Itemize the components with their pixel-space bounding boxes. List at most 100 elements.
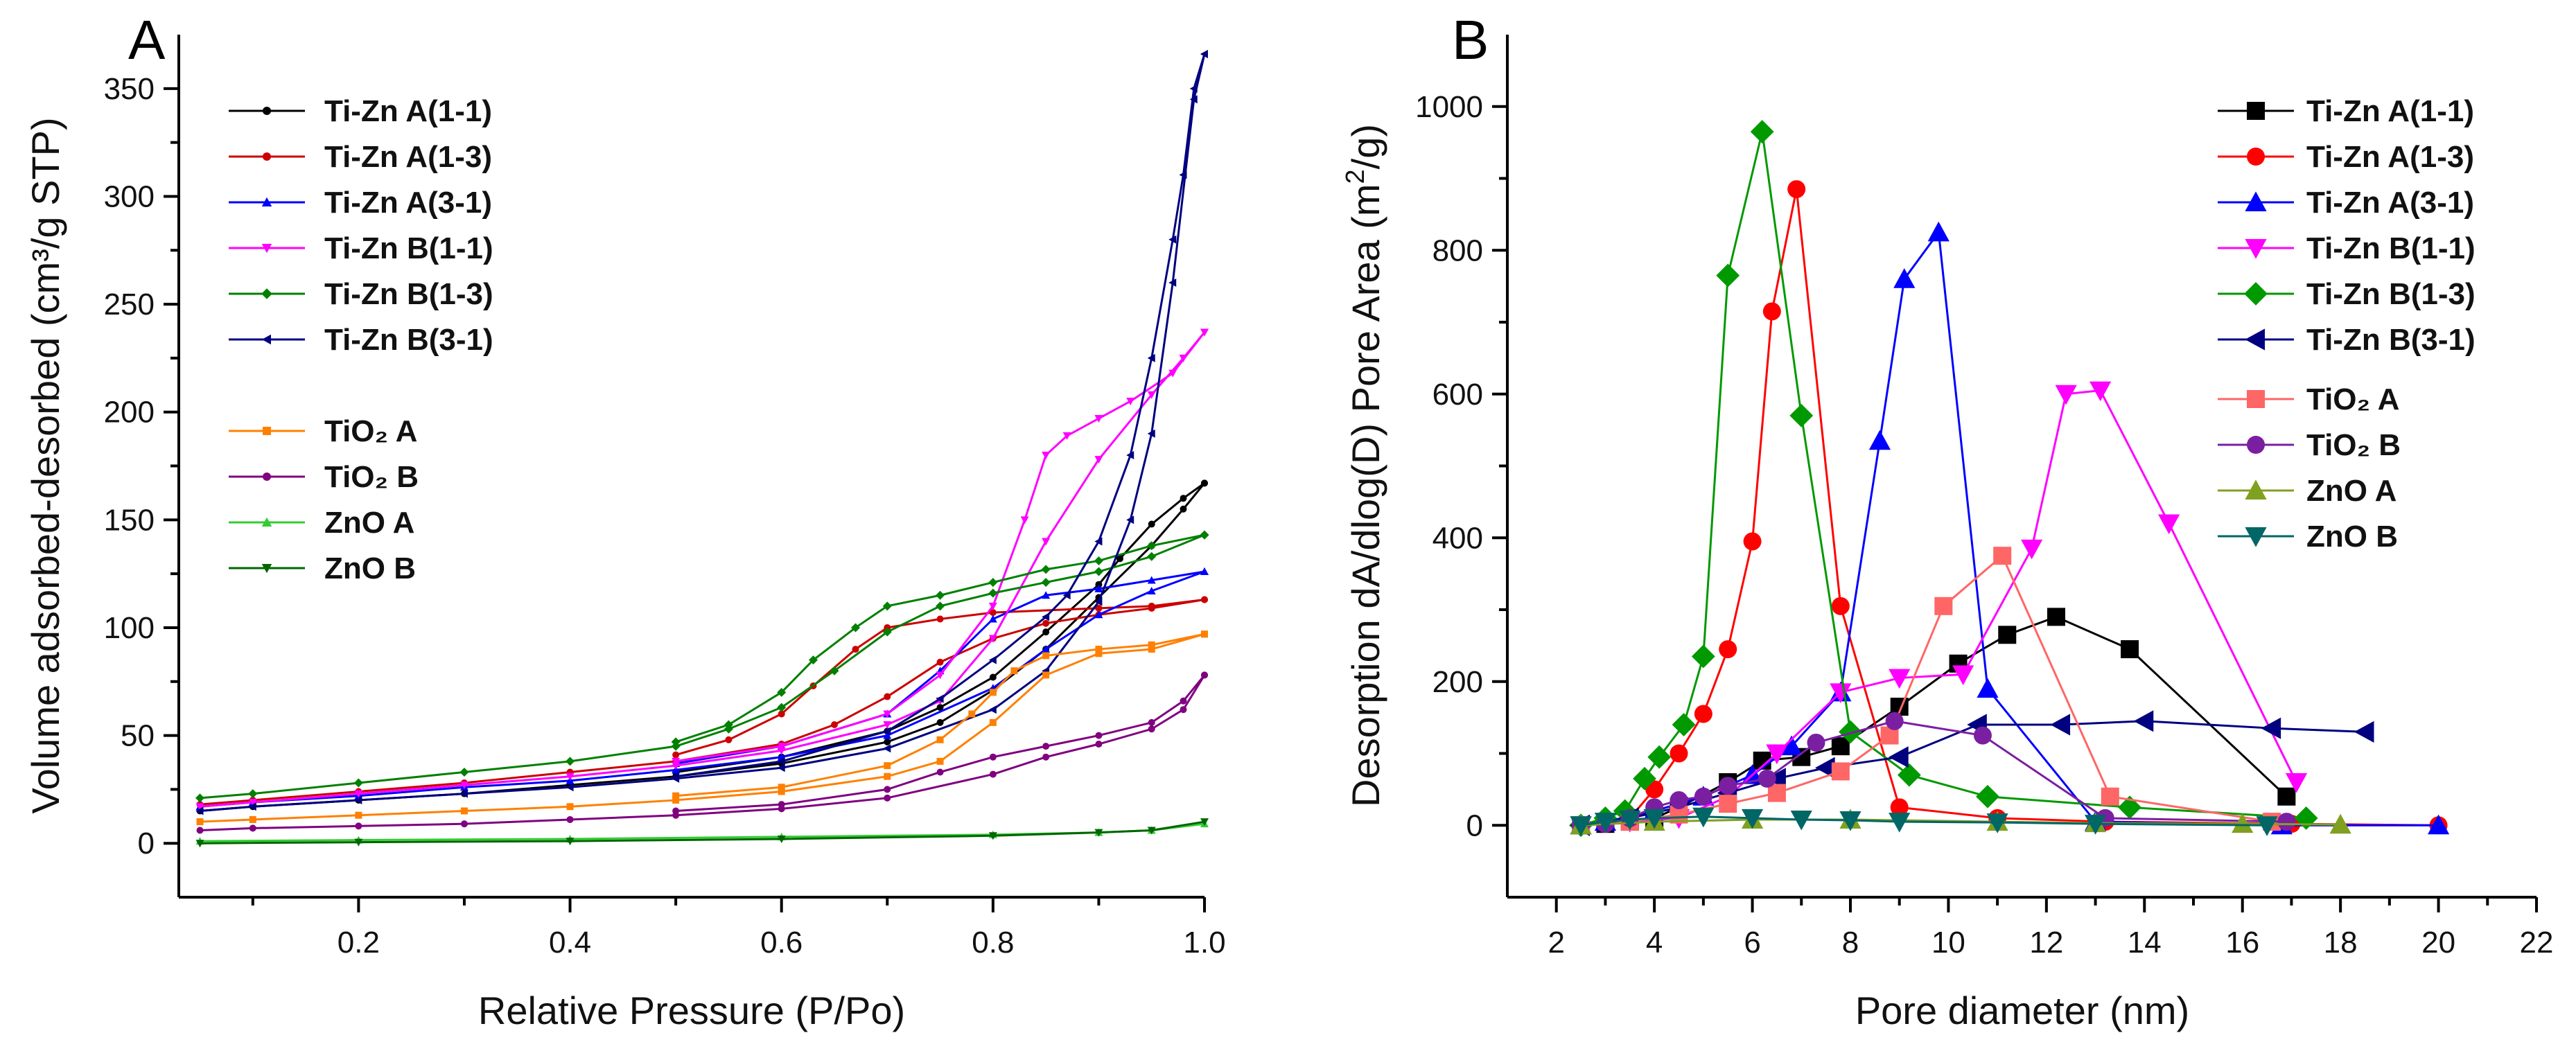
- chart-panel-b: B 2 4 6 8 10 12 14 16 18 20 22 0 200 400 600 800 1000 T…: [1341, 9, 2553, 1032]
- data-point: [1934, 597, 1953, 615]
- data-point: [354, 838, 363, 847]
- data-point: [566, 838, 575, 846]
- legend-marker: [263, 152, 271, 161]
- data-point: [672, 751, 680, 759]
- data-point: [1147, 551, 1157, 561]
- x-tick-label: 10: [1931, 926, 1965, 960]
- data-point: [1889, 746, 1909, 768]
- data-point: [1189, 84, 1198, 93]
- data-point: [1168, 278, 1177, 287]
- data-point: [566, 783, 574, 792]
- legend-label: Ti-Zn B(3-1): [2306, 323, 2476, 357]
- data-point: [1594, 813, 1617, 833]
- data-point: [1807, 733, 1825, 752]
- data-point: [1147, 429, 1155, 438]
- data-point: [936, 757, 944, 765]
- legend-label: Ti-Zn B(3-1): [324, 323, 493, 357]
- legend-a: Ti-Zn A(1-1) Ti-Zn A(1-3) Ti-Zn A(3-1) Ti-Z…: [229, 94, 493, 585]
- legend-marker: [2245, 479, 2267, 500]
- data-point: [989, 753, 997, 761]
- data-point: [1042, 628, 1050, 636]
- data-point: [2101, 787, 2119, 806]
- data-point: [1201, 630, 1208, 638]
- data-point: [989, 689, 997, 696]
- data-point: [777, 703, 787, 712]
- x-tick-label: 8: [1842, 926, 1859, 960]
- data-point: [989, 673, 997, 681]
- data-point: [936, 590, 945, 600]
- x-ticks-b: 2 4 6 8 10 12 14 16 18 20 22: [1548, 897, 2553, 960]
- legend-marker: [263, 472, 271, 481]
- data-point: [1094, 829, 1103, 837]
- data-point: [1095, 604, 1103, 612]
- data-point: [1180, 505, 1187, 513]
- data-point: [1889, 813, 1911, 833]
- legend-marker: [2244, 282, 2268, 306]
- legend-item-ti-zn-a-1-3: Ti-Zn A(1-3): [2218, 140, 2474, 174]
- plot-area-a: [195, 50, 1209, 848]
- data-point: [1694, 787, 1712, 806]
- data-point: [1743, 532, 1762, 551]
- y-tick-label: 300: [104, 179, 155, 213]
- data-point: [777, 747, 786, 755]
- data-point: [1893, 268, 1916, 288]
- data-point: [882, 627, 892, 637]
- data-point: [936, 694, 944, 703]
- legend-marker: [263, 107, 271, 115]
- data-point: [1180, 495, 1187, 502]
- data-point: [1148, 725, 1155, 733]
- y-ticks-a: 0 50 100 150 200 250 300 350: [104, 72, 179, 860]
- data-point: [1094, 537, 1103, 546]
- data-point: [1147, 391, 1156, 399]
- data-point: [460, 807, 468, 815]
- data-point: [1041, 565, 1051, 574]
- data-point: [777, 743, 786, 751]
- data-point: [1200, 567, 1209, 576]
- data-point: [830, 666, 839, 675]
- series-tio-a: [196, 630, 1208, 826]
- data-point: [884, 772, 891, 780]
- data-point: [1831, 597, 1850, 615]
- series-line: [200, 633, 1205, 823]
- data-point: [459, 781, 468, 790]
- data-point: [1042, 619, 1050, 627]
- series-zno-b: [195, 818, 1209, 848]
- data-point: [195, 840, 204, 848]
- data-point: [1042, 753, 1050, 761]
- y-tick-label: 350: [104, 72, 155, 106]
- data-point: [936, 615, 944, 623]
- y-tick-label: 0: [1466, 809, 1483, 842]
- data-point: [936, 671, 945, 680]
- series-ti-zn-b-3-1: [195, 50, 1208, 815]
- data-point: [2084, 815, 2107, 835]
- data-point: [808, 655, 818, 665]
- data-point: [883, 727, 891, 736]
- data-point: [936, 768, 944, 776]
- data-point: [1716, 263, 1740, 288]
- data-point: [196, 818, 204, 826]
- legend-item-zno-b: ZnO B: [229, 551, 416, 585]
- data-point: [1647, 745, 1672, 769]
- x-tick-label: 20: [2421, 926, 2455, 960]
- data-point: [988, 832, 997, 840]
- data-point: [459, 767, 469, 777]
- data-point: [672, 762, 681, 770]
- legend-marker: [2245, 191, 2267, 211]
- legend-item-ti-zn-a-1-1: Ti-Zn A(1-1): [2218, 94, 2474, 128]
- y-tick-label: 200: [104, 396, 155, 430]
- x-tick-label: 22: [2520, 926, 2554, 960]
- data-point: [777, 687, 787, 697]
- x-tick-label: 1.0: [1183, 926, 1225, 960]
- data-point: [1633, 766, 1656, 790]
- data-point: [936, 718, 944, 726]
- data-point: [1201, 596, 1208, 603]
- data-point: [1126, 515, 1134, 524]
- y-ticks-b: 0 200 400 600 800 1000: [1415, 90, 1507, 842]
- data-point: [778, 788, 785, 795]
- data-point: [249, 815, 256, 823]
- legend-label: ZnO B: [324, 551, 416, 585]
- x-tick-label: 18: [2324, 926, 2358, 960]
- y-tick-label: 50: [121, 719, 155, 753]
- data-point: [1042, 538, 1051, 546]
- data-point: [2158, 514, 2180, 535]
